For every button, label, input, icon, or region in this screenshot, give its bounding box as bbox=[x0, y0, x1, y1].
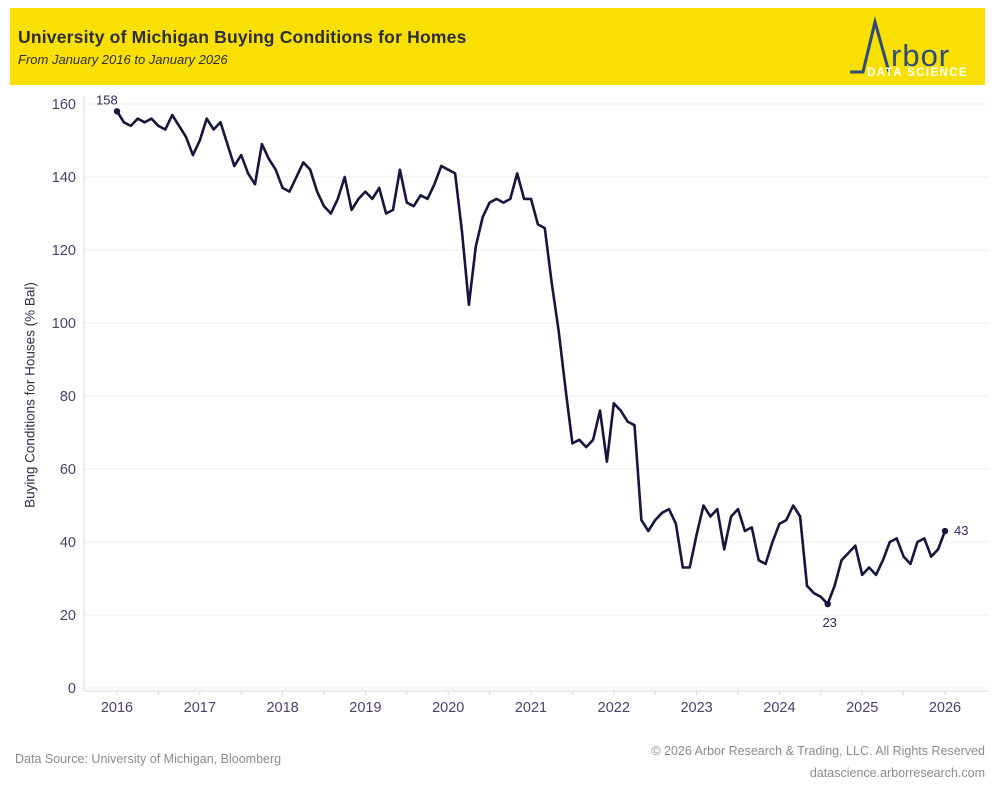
x-tick-label: 2019 bbox=[349, 700, 381, 716]
copyright: © 2026 Arbor Research & Trading, LLC. Al… bbox=[651, 744, 985, 758]
x-tick-label: 2020 bbox=[432, 700, 464, 716]
mountain-peak-A-icon bbox=[850, 15, 891, 73]
y-tick-label: 100 bbox=[52, 316, 76, 332]
annotation-label: 158 bbox=[96, 92, 118, 107]
logo-tagline: DATA SCIENCE bbox=[867, 67, 968, 78]
data-point-marker bbox=[941, 527, 949, 535]
x-tick-label: 2023 bbox=[680, 700, 712, 716]
logo-brand-text: rbor bbox=[891, 38, 950, 73]
data-line bbox=[115, 110, 947, 606]
annotation-label: 43 bbox=[954, 523, 968, 538]
y-tick-label: 40 bbox=[60, 535, 76, 551]
y-tick-label: 140 bbox=[52, 170, 76, 186]
arbor-logo: rbor DATA SCIENCE bbox=[850, 15, 968, 78]
x-tick-label: 2024 bbox=[763, 700, 795, 716]
x-tick-label: 2022 bbox=[598, 700, 630, 716]
data-point-marker bbox=[824, 600, 831, 608]
annotation-label: 23 bbox=[822, 615, 836, 630]
y-tick-label: 20 bbox=[60, 608, 76, 624]
data-source: Data Source: University of Michigan, Blo… bbox=[15, 752, 282, 766]
y-axis-title: Buying Conditions for Houses (% Bal) bbox=[22, 282, 38, 508]
chart-subtitle: From January 2016 to January 2026 bbox=[18, 51, 228, 67]
x-tick-label: 2018 bbox=[266, 700, 298, 716]
y-tick-label: 120 bbox=[52, 243, 76, 259]
x-tick-label: 2017 bbox=[184, 700, 216, 716]
x-tick-label: 2025 bbox=[846, 700, 878, 716]
y-tick-label: 80 bbox=[60, 389, 76, 405]
y-tick-label: 60 bbox=[60, 462, 76, 478]
chart-header: University of Michigan Buying Conditions… bbox=[10, 8, 985, 85]
chart-title: University of Michigan Buying Conditions… bbox=[18, 26, 467, 47]
footer-right: © 2026 Arbor Research & Trading, LLC. Al… bbox=[651, 740, 985, 784]
data-point-marker bbox=[113, 108, 121, 115]
x-tick-label: 2016 bbox=[101, 700, 133, 716]
x-tick-label: 2021 bbox=[515, 700, 547, 716]
x-tick-label: 2026 bbox=[929, 700, 961, 716]
y-tick-label: 0 bbox=[68, 681, 76, 697]
y-tick-label: 160 bbox=[52, 97, 76, 113]
header-titles: University of Michigan Buying Conditions… bbox=[18, 27, 467, 67]
website: datascience.arborresearch.com bbox=[809, 766, 985, 780]
